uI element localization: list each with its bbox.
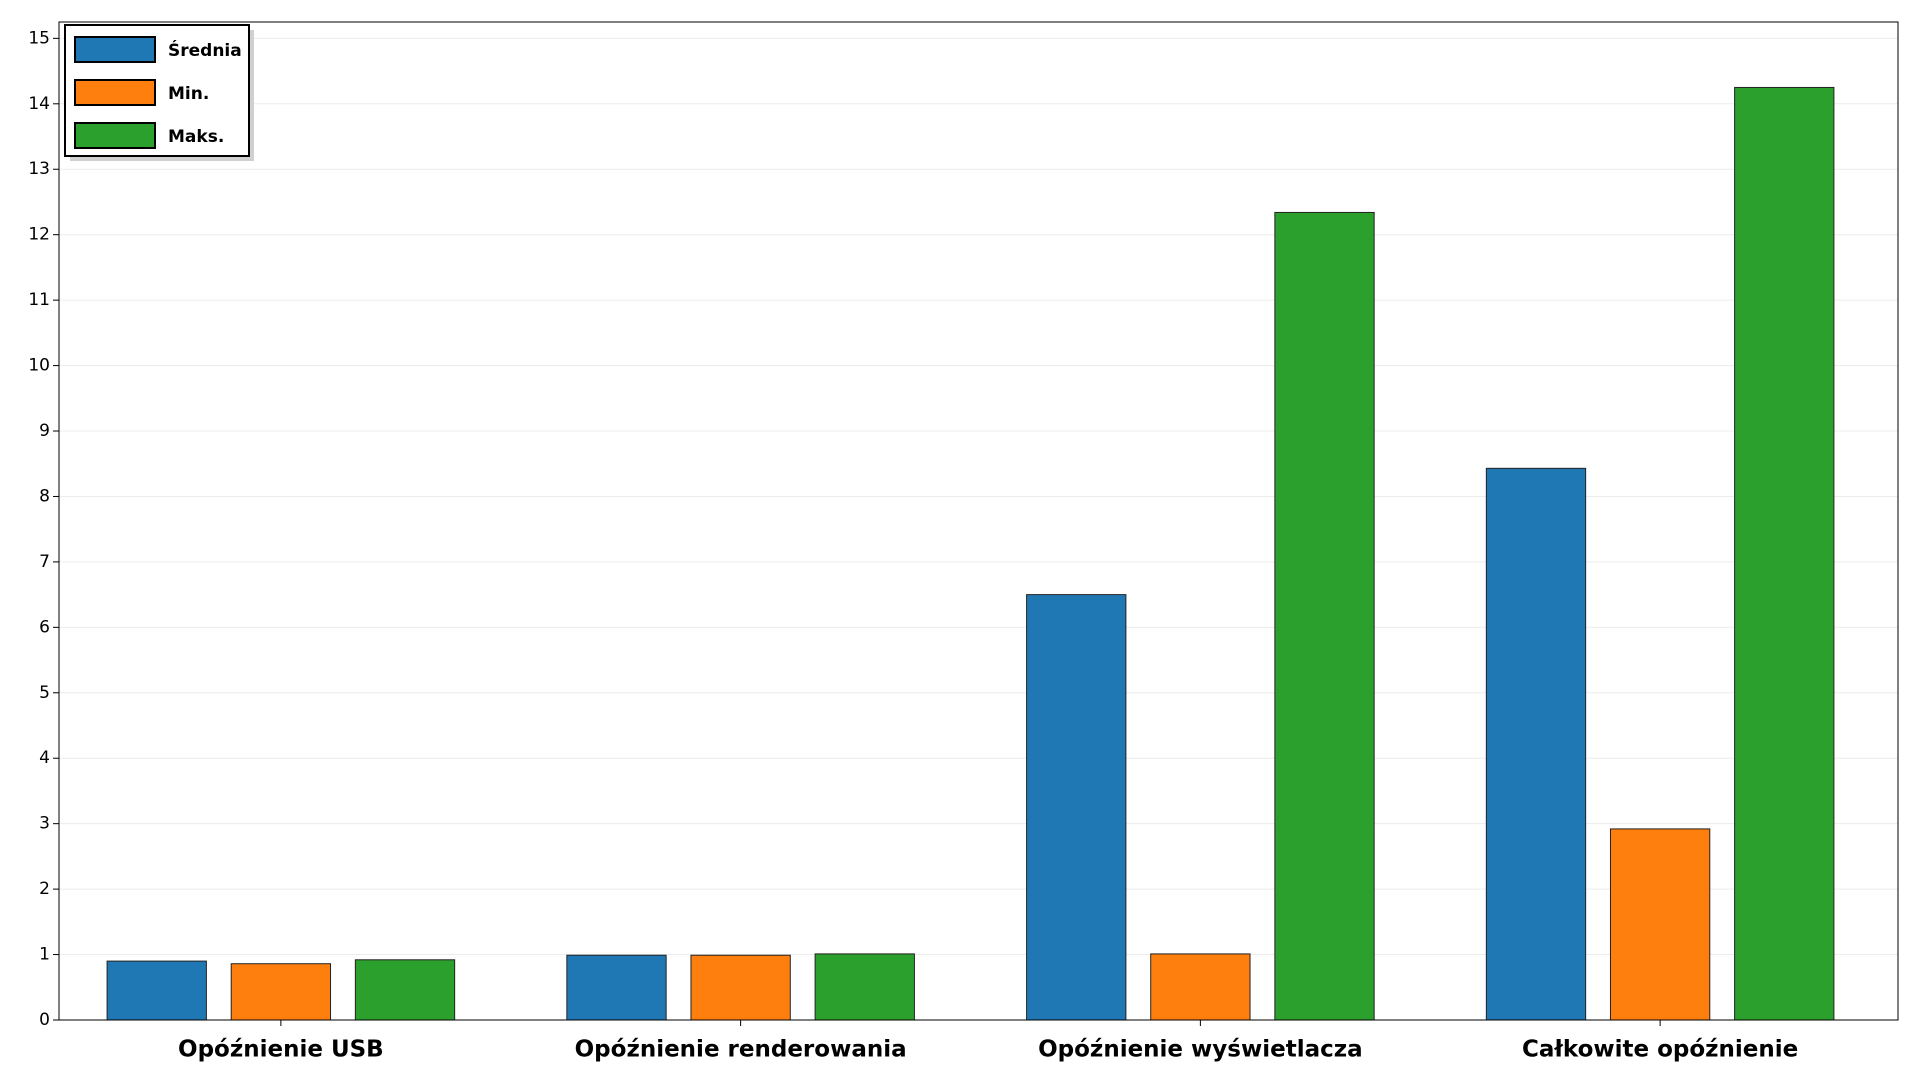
bar: [1150, 953, 1251, 1021]
legend-swatch: [74, 122, 156, 149]
x-tick-label: Opóźnienie renderowania: [575, 1037, 907, 1063]
legend-swatch: [74, 36, 156, 63]
bar: [1026, 594, 1127, 1021]
bar: [230, 963, 332, 1021]
bar: [690, 954, 791, 1021]
y-tick-label: 11: [28, 290, 50, 310]
bar: [1274, 211, 1375, 1021]
y-tick-label: 15: [28, 28, 50, 48]
legend-label: Min.: [168, 84, 209, 104]
bar: [566, 954, 667, 1021]
legend-label: Średnia: [168, 39, 242, 61]
y-tick-label: 1: [39, 945, 50, 965]
bar: [1734, 86, 1835, 1021]
x-tick-label: Całkowite opóźnienie: [1522, 1037, 1798, 1063]
y-tick-label: 5: [39, 683, 50, 703]
legend: Średnia Min. Maks.: [64, 24, 254, 161]
y-tick-label: 0: [39, 1010, 50, 1030]
bar: [354, 959, 456, 1021]
bar: [1485, 467, 1587, 1021]
y-tick-label: 6: [39, 617, 50, 637]
bar: [1609, 828, 1711, 1021]
y-tick-label: 2: [39, 879, 50, 899]
legend-swatch: [74, 79, 156, 106]
y-tick-label: 12: [28, 225, 50, 245]
bar: [106, 960, 207, 1021]
plot-frame: [58, 21, 1899, 1021]
x-tick-label: Opóźnienie wyświetlacza: [1038, 1037, 1363, 1063]
bar: [814, 953, 915, 1021]
y-tick-label: 8: [39, 486, 50, 506]
y-tick-label: 13: [28, 159, 50, 179]
y-tick-label: 4: [39, 748, 50, 768]
x-tick-label: Opóźnienie USB: [178, 1037, 384, 1063]
legend-label: Maks.: [168, 127, 224, 147]
y-tick-label: 3: [39, 814, 50, 834]
y-tick-label: 14: [28, 94, 50, 114]
y-tick-label: 7: [39, 552, 50, 572]
y-tick-label: 10: [28, 356, 50, 376]
y-tick-label: 9: [39, 421, 50, 441]
